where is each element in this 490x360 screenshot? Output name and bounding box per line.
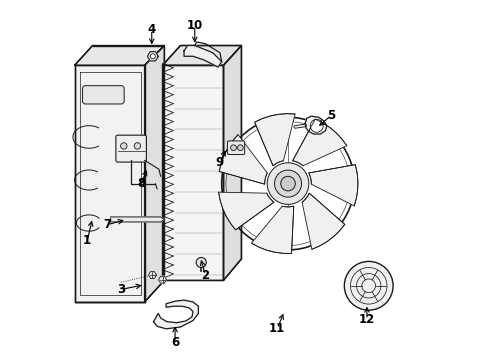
Polygon shape (309, 165, 358, 206)
Circle shape (121, 143, 127, 149)
Circle shape (150, 54, 155, 59)
Circle shape (281, 176, 295, 191)
Polygon shape (153, 300, 198, 329)
Polygon shape (219, 192, 274, 230)
Circle shape (238, 145, 243, 150)
Polygon shape (305, 116, 327, 134)
Circle shape (196, 257, 206, 267)
Text: 9: 9 (216, 156, 224, 168)
Circle shape (274, 170, 301, 197)
Text: 11: 11 (269, 322, 285, 335)
Text: 10: 10 (187, 19, 203, 32)
Text: 7: 7 (103, 218, 111, 231)
Polygon shape (74, 65, 145, 302)
Polygon shape (145, 45, 164, 302)
Polygon shape (163, 65, 223, 280)
Polygon shape (111, 217, 164, 222)
Text: 12: 12 (359, 313, 375, 327)
Polygon shape (302, 193, 345, 249)
Circle shape (344, 261, 393, 310)
Polygon shape (293, 119, 347, 166)
Circle shape (267, 163, 309, 204)
Polygon shape (223, 45, 242, 280)
Circle shape (134, 143, 141, 149)
Polygon shape (147, 51, 158, 61)
Circle shape (231, 145, 236, 150)
Text: 5: 5 (327, 109, 335, 122)
Text: 3: 3 (117, 283, 125, 296)
FancyBboxPatch shape (82, 86, 124, 104)
Text: 6: 6 (171, 336, 179, 348)
Text: 1: 1 (83, 234, 91, 247)
Polygon shape (159, 276, 167, 283)
Polygon shape (184, 45, 221, 67)
Polygon shape (219, 135, 268, 184)
Polygon shape (255, 114, 295, 166)
Text: 4: 4 (147, 23, 156, 36)
Circle shape (310, 120, 323, 132)
Text: 2: 2 (201, 269, 210, 282)
Polygon shape (148, 271, 156, 278)
FancyBboxPatch shape (227, 141, 245, 154)
Polygon shape (251, 206, 294, 253)
Text: 8: 8 (137, 177, 145, 190)
FancyBboxPatch shape (116, 135, 147, 162)
Polygon shape (163, 45, 242, 65)
Polygon shape (74, 45, 164, 65)
